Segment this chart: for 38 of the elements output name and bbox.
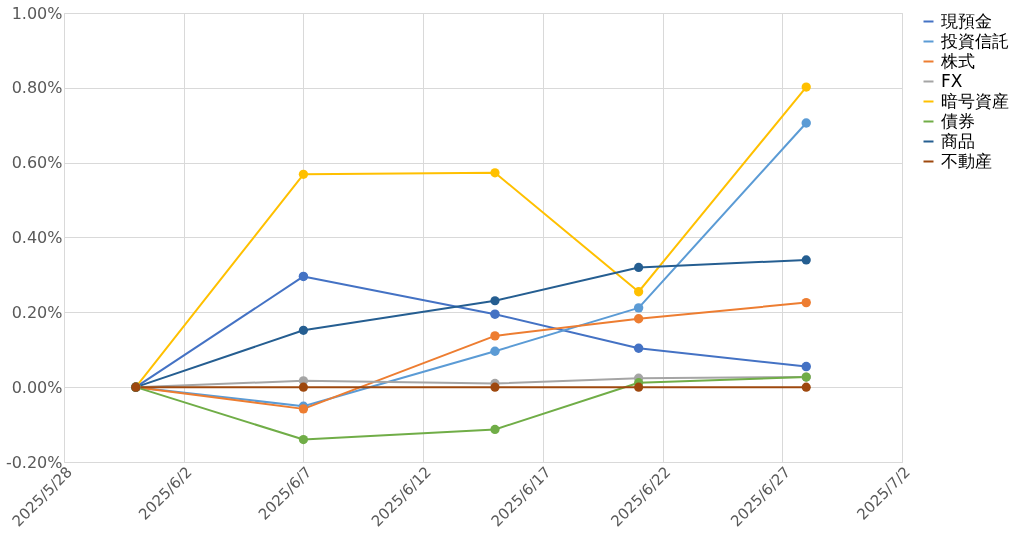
legend-label: 債券: [941, 110, 975, 131]
point: [801, 118, 811, 128]
point: [490, 382, 500, 392]
point: [298, 325, 309, 335]
point: [633, 303, 644, 313]
point: [298, 169, 309, 179]
point: [490, 296, 500, 306]
point: [490, 346, 500, 356]
point: [634, 382, 644, 392]
point: [633, 343, 644, 353]
y-tick-label: 0.80%: [11, 78, 63, 98]
legend-label: 投資信託: [940, 30, 1009, 51]
point: [298, 434, 309, 445]
point: [801, 361, 811, 372]
legend-label: 暗号資産: [941, 90, 1009, 111]
y-tick-label: 0.40%: [11, 228, 63, 247]
point: [490, 331, 500, 341]
point: [298, 382, 308, 392]
point: [633, 314, 644, 324]
legend-label: FX: [941, 70, 963, 91]
point: [490, 424, 500, 435]
point: [633, 287, 644, 297]
legend-label: 株式: [940, 50, 975, 71]
point: [634, 262, 644, 273]
y-tick-label: 1.00%: [11, 3, 63, 23]
point: [490, 309, 500, 319]
point: [801, 297, 811, 308]
point: [801, 82, 811, 92]
legend-label: 商品: [941, 130, 975, 151]
y-tick-label: 0.20%: [11, 302, 63, 322]
point: [801, 255, 811, 265]
point: [298, 271, 309, 282]
y-tick-label: 0.00%: [11, 377, 63, 397]
point: [801, 382, 811, 392]
legend-label: 不動産: [941, 150, 992, 171]
y-tick-label: 0.60%: [11, 153, 63, 173]
legend-label: 現預金: [941, 10, 992, 31]
point: [490, 168, 500, 178]
